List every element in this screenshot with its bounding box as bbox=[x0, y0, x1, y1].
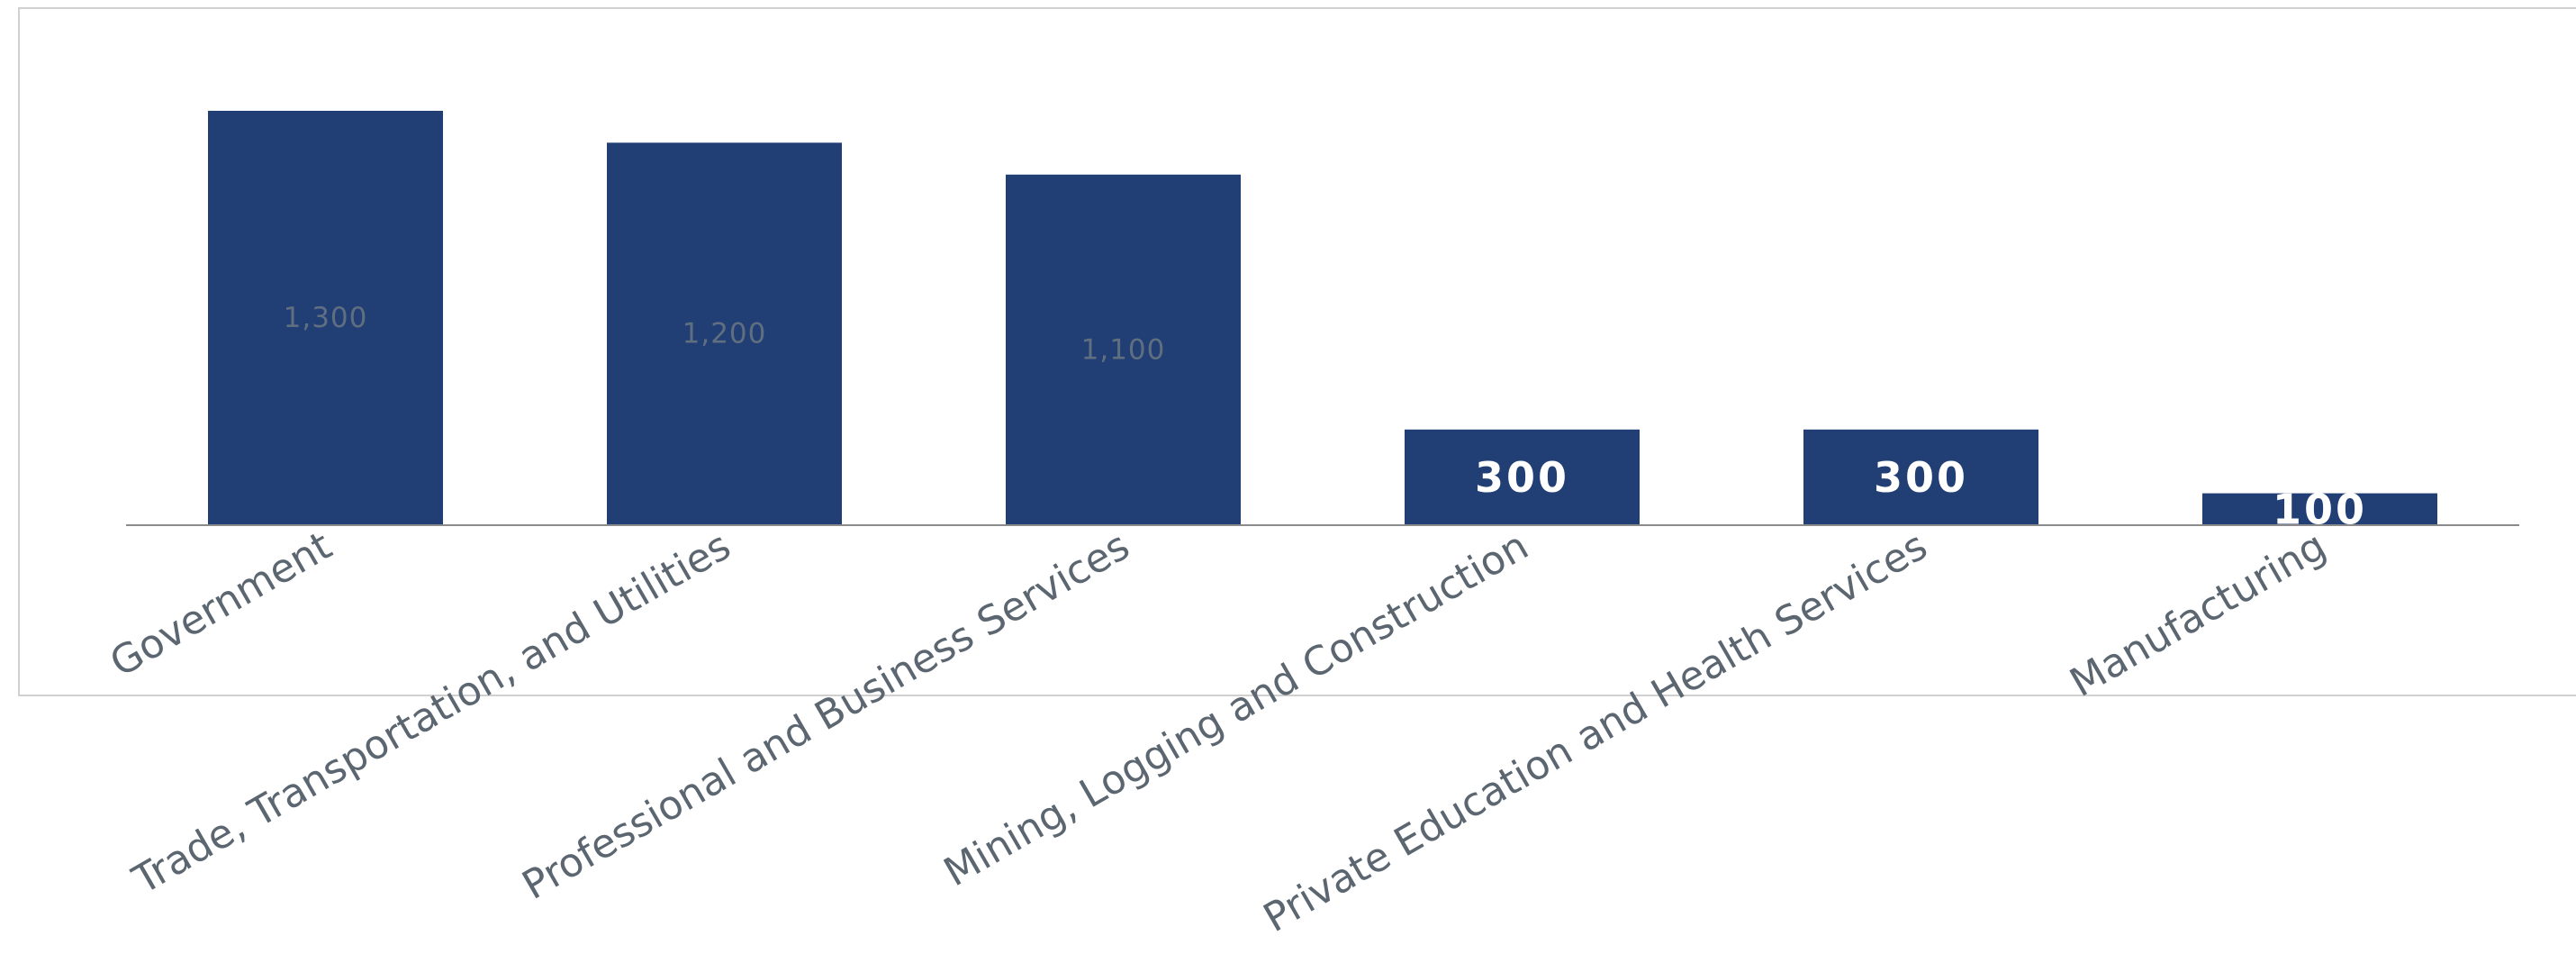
data-label-1: 1,200 bbox=[682, 318, 767, 350]
x-tick-label-4: Private Education and Health Services bbox=[1256, 522, 1935, 941]
data-label-0: 1,300 bbox=[284, 302, 368, 334]
x-tick-label-5: Manufacturing bbox=[2063, 522, 2334, 705]
bars-layer bbox=[208, 111, 2437, 526]
data-label-5: 100 bbox=[2273, 485, 2367, 533]
bar-0 bbox=[208, 111, 443, 525]
bar-1 bbox=[607, 142, 842, 525]
data-label-3: 300 bbox=[1475, 453, 1569, 502]
data-labels-layer: 1,300 1,200 1,100 300 300 100 bbox=[284, 302, 2367, 533]
bar-3 bbox=[1405, 429, 1640, 525]
bar-2 bbox=[1006, 174, 1241, 526]
chart-frame bbox=[18, 7, 2576, 696]
data-label-4: 300 bbox=[1874, 453, 1968, 502]
x-tick-label-2: Professional and Business Services bbox=[515, 522, 1137, 909]
bar-5 bbox=[2202, 493, 2437, 525]
x-tick-label-0: Government bbox=[103, 522, 339, 686]
data-label-2: 1,100 bbox=[1081, 333, 1166, 366]
bar-4 bbox=[1803, 429, 2038, 525]
